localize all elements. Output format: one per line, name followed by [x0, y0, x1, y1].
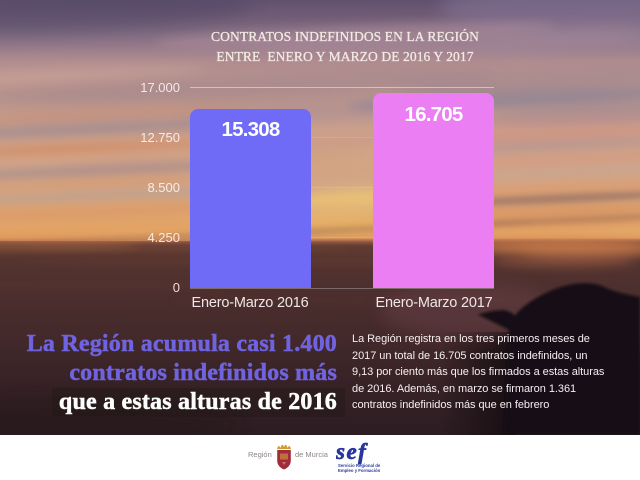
- svg-text:Empleo y Formación: Empleo y Formación: [338, 468, 381, 473]
- svg-text:sef: sef: [336, 441, 368, 464]
- svg-text:Servicio Regional de: Servicio Regional de: [338, 463, 381, 468]
